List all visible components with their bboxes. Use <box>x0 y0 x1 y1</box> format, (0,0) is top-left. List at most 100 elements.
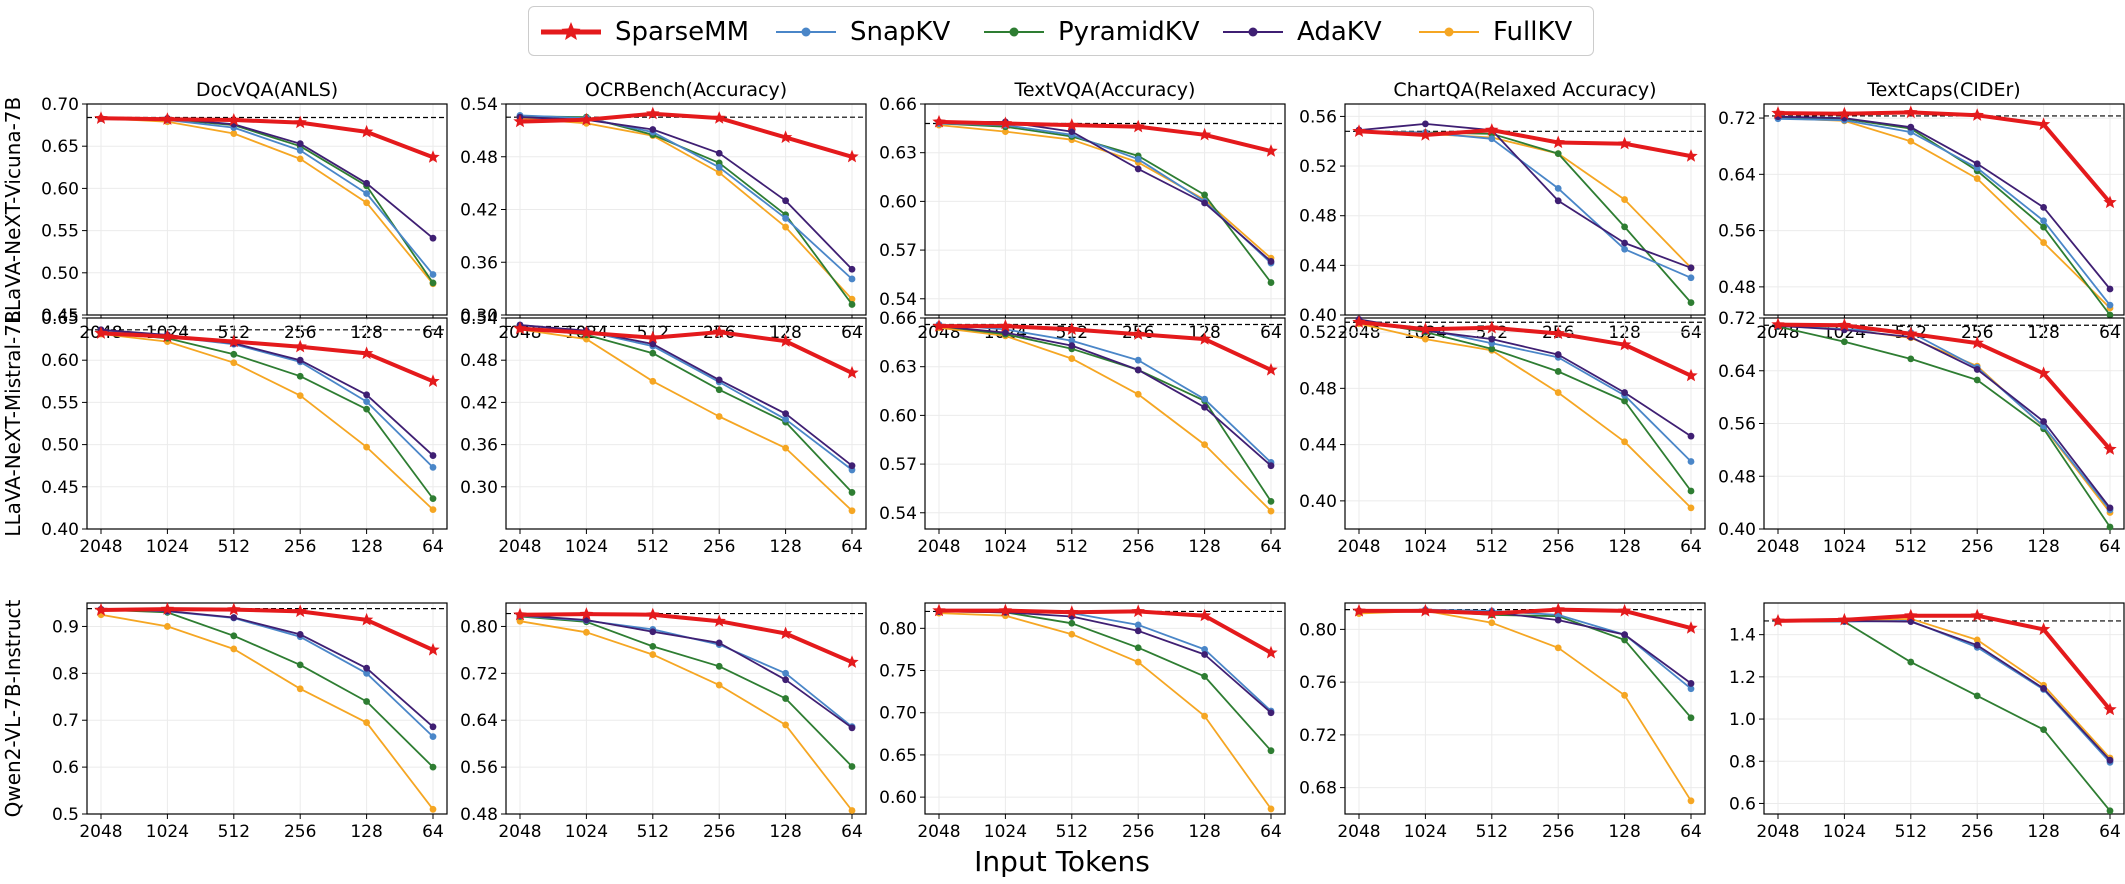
data-point-star <box>1418 128 1433 141</box>
series-line-pyramidkv <box>100 117 434 284</box>
data-point <box>429 463 437 471</box>
series-line-sparsemm <box>519 612 853 665</box>
chart-panel: 0.40 0.44 0.48 0.52 2048 1024 512 256 128 64 <box>1299 315 1706 557</box>
data-point-star <box>227 113 241 126</box>
data-point-star <box>646 106 660 120</box>
series-line-pyramidkv <box>100 608 434 768</box>
data-point <box>1907 618 1915 625</box>
data-point-star <box>2103 195 2117 209</box>
x-tick-label: 64 <box>2099 822 2121 842</box>
series-line-fullkv <box>519 620 853 812</box>
data-point <box>1973 175 1981 182</box>
data-point <box>363 669 370 677</box>
data-point-star <box>1352 124 1366 137</box>
y-tick-label: 0.48 <box>1718 467 1756 487</box>
series-line-fullkv <box>938 326 1272 512</box>
series-line-sparsemm <box>1777 110 2112 204</box>
x-tick-label: 256 <box>1961 822 1993 842</box>
data-point-star <box>1197 127 1212 141</box>
data-point <box>1621 397 1628 405</box>
data-point <box>1201 673 1208 680</box>
data-point <box>429 495 437 503</box>
y-tick-label: 0.40 <box>41 520 79 540</box>
data-point <box>2106 285 2114 293</box>
chart-panel: TextCaps(CIDEr)0.480.560.640.72204810245… <box>1718 79 2125 343</box>
data-point-star <box>1970 336 1984 349</box>
data-point-star <box>426 150 440 163</box>
data-point <box>1267 498 1275 505</box>
y-tick-label: 0.45 <box>41 478 79 498</box>
data-point <box>1201 651 1208 658</box>
y-tick-label: 0.48 <box>1299 379 1337 399</box>
series-line-adakv <box>1359 610 1692 685</box>
data-point <box>848 763 856 770</box>
data-point-star <box>1485 606 1499 620</box>
x-tick-label: 256 <box>1542 822 1574 842</box>
data-point-star <box>513 114 527 128</box>
data-point <box>649 628 657 636</box>
data-point <box>848 301 856 308</box>
y-tick-label: 0.6 <box>52 758 79 778</box>
x-tick-label: 2048 <box>917 537 960 557</box>
y-tick-label: 0.72 <box>1718 109 1756 129</box>
data-point <box>1621 636 1628 644</box>
row-label: LLaVA-NeXT-Vicuna-7B <box>1 97 25 323</box>
plot-frame <box>505 602 867 815</box>
data-point-star <box>1837 106 1852 120</box>
x-tick-label: 128 <box>2027 822 2059 842</box>
y-tick-label: 1.0 <box>1729 710 1756 730</box>
data-point-star <box>1065 605 1079 618</box>
data-point <box>1554 150 1562 158</box>
y-tick-label: 0.64 <box>1718 165 1756 185</box>
data-point <box>363 179 370 187</box>
data-point <box>1267 258 1275 265</box>
data-point <box>429 763 437 771</box>
data-point <box>230 359 238 367</box>
y-tick-label: 0.44 <box>1299 256 1337 276</box>
y-tick-label: 0.56 <box>460 758 498 778</box>
data-point-star <box>1352 603 1366 617</box>
data-point <box>1134 165 1142 173</box>
data-point-star <box>293 115 307 129</box>
series-line-fullkv <box>1777 617 2111 759</box>
data-point-star <box>227 334 241 348</box>
data-point-star <box>94 111 108 124</box>
y-tick-label: 0.70 <box>879 704 917 724</box>
data-point-star <box>1197 608 1212 622</box>
data-point <box>782 676 789 684</box>
data-point <box>1907 123 1915 131</box>
data-point <box>1687 458 1695 465</box>
x-tick-label: 128 <box>769 537 801 557</box>
data-point-star <box>1904 608 1918 622</box>
row-label: LLaVA-NeXT-Mistral-7B <box>1 310 25 536</box>
data-point <box>1621 631 1628 639</box>
series-line-fullkv <box>519 117 853 300</box>
series-line-adakv <box>100 328 434 457</box>
y-tick-label: 0.60 <box>41 351 79 371</box>
data-point <box>429 271 437 278</box>
chart-panel: 0.40 0.48 0.56 0.64 0.72 2048 1024 512 256 128 64 <box>1718 309 2125 557</box>
series-line-fullkv <box>1358 130 1692 269</box>
data-point <box>516 617 524 625</box>
x-tick-label: 128 <box>1608 537 1640 557</box>
data-point-star <box>1684 149 1698 162</box>
panel-title: DocVQA(ANLS) <box>196 79 338 101</box>
x-tick-label: 512 <box>218 537 250 557</box>
data-point <box>1907 355 1915 363</box>
y-tick-label: 0.65 <box>41 137 79 157</box>
data-point <box>1422 120 1429 128</box>
data-point <box>715 376 723 384</box>
series-line-pyramidkv <box>519 326 853 494</box>
series-line-sparsemm <box>1777 322 2112 451</box>
data-point <box>1687 264 1695 272</box>
data-point <box>782 444 789 452</box>
series-line-sparsemm <box>100 331 434 384</box>
data-point-star <box>293 339 307 353</box>
series-line-sparsemm <box>1359 607 1692 631</box>
data-point-star <box>579 325 594 339</box>
legend-label-fullkv: FullKV <box>1493 17 1573 47</box>
data-point <box>296 661 304 669</box>
series-line-pyramidkv <box>100 331 434 500</box>
data-point <box>1687 274 1695 282</box>
data-point <box>848 489 856 496</box>
